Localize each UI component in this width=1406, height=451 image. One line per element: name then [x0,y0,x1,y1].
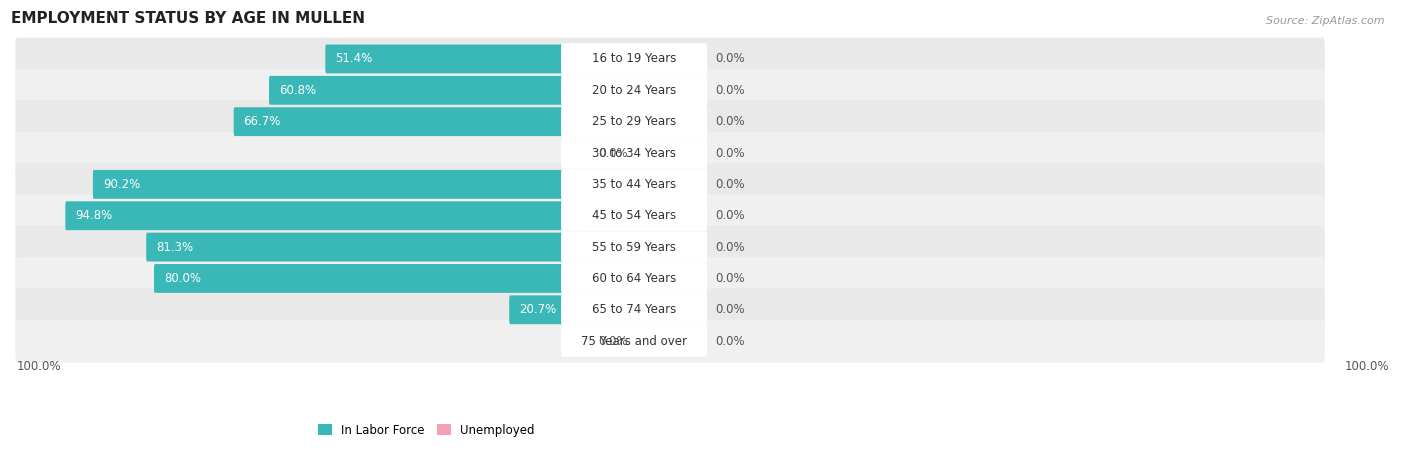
Text: 0.0%: 0.0% [716,209,745,222]
Text: 60 to 64 Years: 60 to 64 Years [592,272,676,285]
FancyBboxPatch shape [561,138,707,169]
FancyBboxPatch shape [633,264,707,293]
Text: 25 to 29 Years: 25 to 29 Years [592,115,676,128]
FancyBboxPatch shape [561,294,707,326]
FancyBboxPatch shape [146,233,636,262]
Text: 55 to 59 Years: 55 to 59 Years [592,240,676,253]
Text: 0.0%: 0.0% [599,147,628,160]
FancyBboxPatch shape [561,231,707,263]
Text: 66.7%: 66.7% [243,115,281,128]
Text: 0.0%: 0.0% [716,52,745,65]
Text: 100.0%: 100.0% [1344,360,1389,373]
Text: 0.0%: 0.0% [716,178,745,191]
Text: 45 to 54 Years: 45 to 54 Years [592,209,676,222]
Text: 0.0%: 0.0% [716,84,745,97]
FancyBboxPatch shape [15,257,1324,300]
FancyBboxPatch shape [561,326,707,357]
Text: 30 to 34 Years: 30 to 34 Years [592,147,676,160]
FancyBboxPatch shape [633,233,707,262]
FancyBboxPatch shape [633,107,707,136]
Text: 51.4%: 51.4% [335,52,373,65]
FancyBboxPatch shape [15,194,1324,237]
Text: 0.0%: 0.0% [716,240,745,253]
Text: 20 to 24 Years: 20 to 24 Years [592,84,676,97]
Text: 60.8%: 60.8% [278,84,316,97]
Text: 75 Years and over: 75 Years and over [581,335,688,348]
Text: 0.0%: 0.0% [716,272,745,285]
Text: 0.0%: 0.0% [716,335,745,348]
FancyBboxPatch shape [561,43,707,74]
FancyBboxPatch shape [633,76,707,105]
Text: 90.2%: 90.2% [103,178,141,191]
FancyBboxPatch shape [325,45,636,74]
Text: EMPLOYMENT STATUS BY AGE IN MULLEN: EMPLOYMENT STATUS BY AGE IN MULLEN [11,11,366,26]
Text: 0.0%: 0.0% [716,115,745,128]
Text: 0.0%: 0.0% [716,304,745,316]
FancyBboxPatch shape [561,74,707,106]
FancyBboxPatch shape [561,263,707,294]
Text: 94.8%: 94.8% [75,209,112,222]
FancyBboxPatch shape [15,37,1324,80]
FancyBboxPatch shape [633,45,707,74]
Text: 81.3%: 81.3% [156,240,193,253]
FancyBboxPatch shape [633,170,707,199]
Text: 0.0%: 0.0% [599,335,628,348]
FancyBboxPatch shape [15,69,1324,112]
FancyBboxPatch shape [561,106,707,138]
Legend: In Labor Force, Unemployed: In Labor Force, Unemployed [318,423,534,437]
FancyBboxPatch shape [155,264,636,293]
FancyBboxPatch shape [15,163,1324,206]
Text: 16 to 19 Years: 16 to 19 Years [592,52,676,65]
FancyBboxPatch shape [15,132,1324,175]
Text: 65 to 74 Years: 65 to 74 Years [592,304,676,316]
Text: Source: ZipAtlas.com: Source: ZipAtlas.com [1267,16,1385,26]
Text: 100.0%: 100.0% [17,360,62,373]
FancyBboxPatch shape [561,200,707,231]
FancyBboxPatch shape [65,201,636,230]
Text: 0.0%: 0.0% [716,147,745,160]
Text: 80.0%: 80.0% [165,272,201,285]
FancyBboxPatch shape [233,107,636,136]
FancyBboxPatch shape [269,76,636,105]
Text: 35 to 44 Years: 35 to 44 Years [592,178,676,191]
FancyBboxPatch shape [15,226,1324,268]
FancyBboxPatch shape [93,170,636,199]
FancyBboxPatch shape [633,295,707,324]
FancyBboxPatch shape [633,327,707,355]
FancyBboxPatch shape [561,169,707,200]
FancyBboxPatch shape [633,201,707,230]
FancyBboxPatch shape [15,320,1324,363]
FancyBboxPatch shape [633,138,707,167]
FancyBboxPatch shape [509,295,636,324]
FancyBboxPatch shape [15,289,1324,331]
Text: 20.7%: 20.7% [519,304,557,316]
FancyBboxPatch shape [15,100,1324,143]
